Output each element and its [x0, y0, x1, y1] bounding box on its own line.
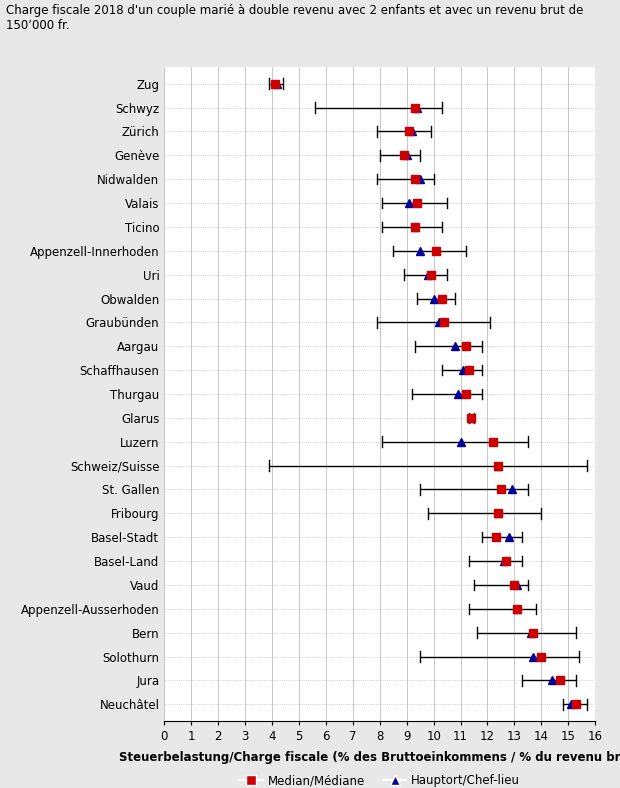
X-axis label: Steuerbelastung/Charge fiscale (% des Bruttoeinkommens / % du revenu brut): Steuerbelastung/Charge fiscale (% des Br… — [120, 752, 620, 764]
Text: Charge fiscale 2018 d'un couple marié à double revenu avec 2 enfants et avec un : Charge fiscale 2018 d'un couple marié à … — [6, 4, 583, 32]
Legend: Median/Médiane, Hauptort/Chef-lieu: Median/Médiane, Hauptort/Chef-lieu — [235, 769, 525, 788]
